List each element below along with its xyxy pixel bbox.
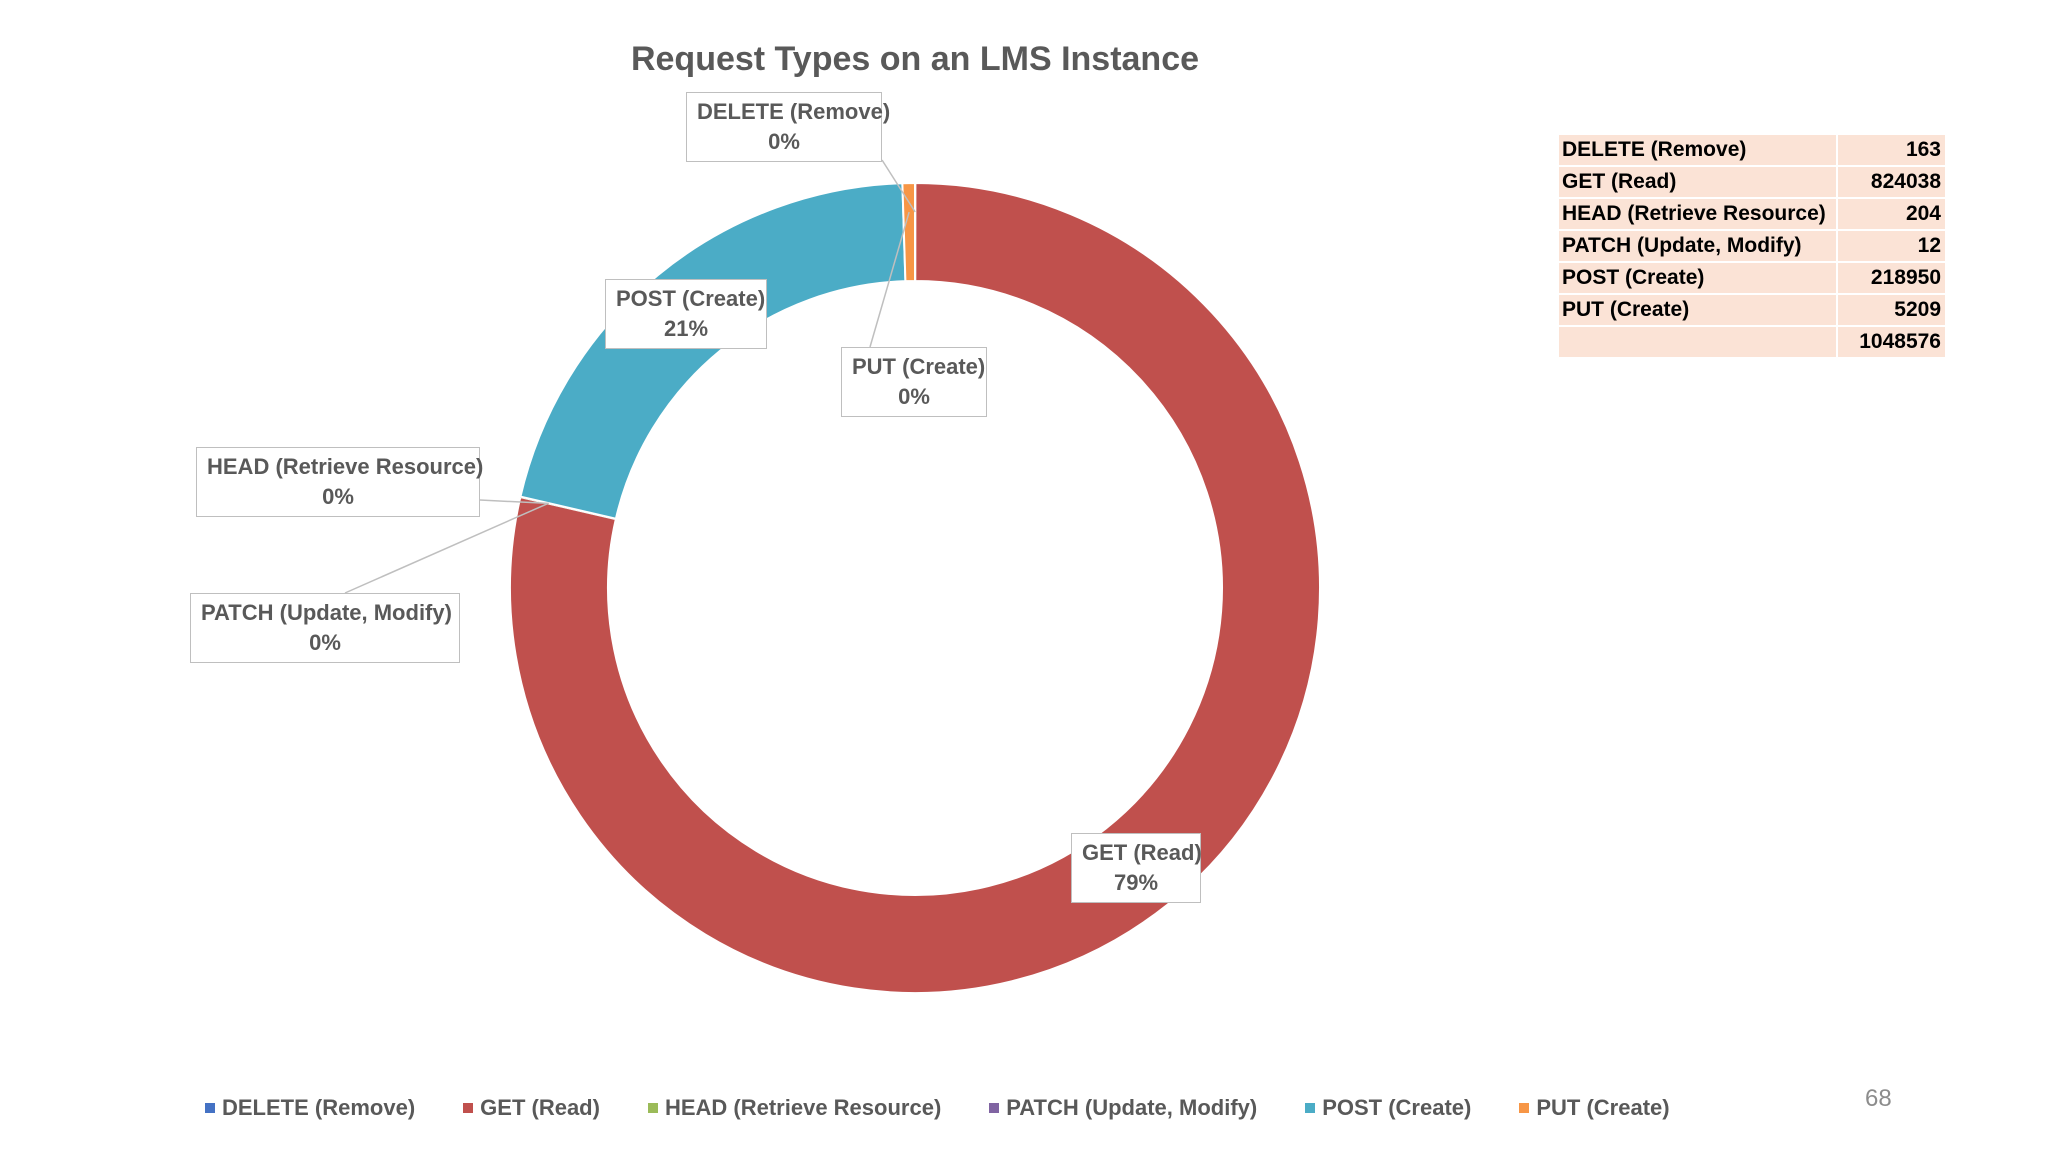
legend-label: HEAD (Retrieve Resource) bbox=[664, 1095, 942, 1120]
table-total-value: 1048576 bbox=[1836, 325, 1947, 359]
legend-swatch bbox=[989, 1103, 1000, 1113]
leader-line-patch bbox=[344, 502, 549, 594]
leader-line-put bbox=[869, 211, 910, 348]
chart-title: Request Types on an LMS Instance bbox=[630, 40, 1200, 78]
legend-swatch bbox=[463, 1103, 474, 1113]
table-cell-value: 12 bbox=[1836, 229, 1947, 263]
data-label-head-pct: 0% bbox=[322, 484, 354, 509]
data-label-post: POST (Create) 21% bbox=[605, 279, 767, 349]
data-label-delete-name: DELETE (Remove) bbox=[697, 99, 891, 124]
table-cell-label: PUT (Create) bbox=[1557, 293, 1838, 327]
leader-line-delete bbox=[881, 159, 916, 213]
data-label-get: GET (Read) 79% bbox=[1071, 833, 1202, 903]
legend-item-get: GET (Read) bbox=[463, 1095, 600, 1121]
table-row: PATCH (Update, Modify) 12 bbox=[1557, 229, 1947, 263]
data-table: DELETE (Remove) 163 GET (Read) 824038 HE… bbox=[1557, 133, 1947, 359]
leader-line-head bbox=[479, 499, 549, 505]
data-label-patch-pct: 0% bbox=[309, 630, 341, 655]
legend-item-post: POST (Create) bbox=[1305, 1095, 1471, 1121]
slice-get bbox=[509, 181, 1321, 994]
table-row: POST (Create) 218950 bbox=[1557, 261, 1947, 295]
chart-legend: DELETE (Remove) GET (Read) HEAD (Retriev… bbox=[205, 1095, 1718, 1121]
table-total-label bbox=[1557, 325, 1838, 359]
data-label-patch: PATCH (Update, Modify) 0% bbox=[190, 593, 460, 663]
legend-item-delete: DELETE (Remove) bbox=[205, 1095, 415, 1121]
legend-label: PATCH (Update, Modify) bbox=[1006, 1095, 1258, 1120]
table-cell-value: 824038 bbox=[1836, 165, 1947, 199]
data-label-put-name: PUT (Create) bbox=[852, 354, 986, 379]
legend-label: DELETE (Remove) bbox=[222, 1095, 416, 1120]
table-cell-label: DELETE (Remove) bbox=[1557, 133, 1838, 167]
table-total-row: 1048576 bbox=[1557, 325, 1947, 359]
legend-item-patch: PATCH (Update, Modify) bbox=[989, 1095, 1257, 1121]
table-row: DELETE (Remove) 163 bbox=[1557, 133, 1947, 167]
table-cell-label: GET (Read) bbox=[1557, 165, 1838, 199]
table-cell-value: 5209 bbox=[1836, 293, 1947, 327]
legend-item-put: PUT (Create) bbox=[1519, 1095, 1670, 1121]
table-row: HEAD (Retrieve Resource) 204 bbox=[1557, 197, 1947, 231]
data-label-head: HEAD (Retrieve Resource) 0% bbox=[196, 447, 484, 517]
data-label-put-pct: 0% bbox=[898, 384, 930, 409]
legend-label: PUT (Create) bbox=[1536, 1095, 1670, 1120]
table-row: GET (Read) 824038 bbox=[1557, 165, 1947, 199]
data-label-patch-name: PATCH (Update, Modify) bbox=[201, 600, 452, 625]
legend-swatch bbox=[205, 1103, 215, 1113]
legend-label: POST (Create) bbox=[1322, 1095, 1472, 1120]
table-row: PUT (Create) 5209 bbox=[1557, 293, 1947, 327]
legend-item-head: HEAD (Retrieve Resource) bbox=[647, 1095, 942, 1121]
page-number: 68 bbox=[1865, 1085, 1892, 1112]
legend-label: GET (Read) bbox=[480, 1095, 600, 1120]
table-cell-label: HEAD (Retrieve Resource) bbox=[1557, 197, 1838, 231]
data-label-delete-pct: 0% bbox=[768, 129, 800, 154]
table-cell-label: PATCH (Update, Modify) bbox=[1557, 229, 1838, 263]
data-label-get-name: GET (Read) bbox=[1082, 840, 1202, 865]
data-label-post-name: POST (Create) bbox=[616, 286, 766, 311]
data-label-head-name: HEAD (Retrieve Resource) bbox=[207, 454, 484, 479]
legend-swatch bbox=[647, 1103, 658, 1113]
table-cell-value: 204 bbox=[1836, 197, 1947, 231]
slice-put bbox=[901, 181, 916, 283]
legend-swatch bbox=[1519, 1103, 1530, 1113]
data-label-put: PUT (Create) 0% bbox=[841, 347, 987, 417]
data-label-post-pct: 21% bbox=[663, 316, 709, 341]
legend-swatch bbox=[1305, 1103, 1316, 1113]
table-cell-value: 218950 bbox=[1836, 261, 1947, 295]
table-cell-value: 163 bbox=[1836, 133, 1947, 167]
data-label-get-pct: 79% bbox=[1113, 870, 1159, 895]
data-label-delete: DELETE (Remove) 0% bbox=[686, 92, 891, 162]
table-cell-label: POST (Create) bbox=[1557, 261, 1838, 295]
